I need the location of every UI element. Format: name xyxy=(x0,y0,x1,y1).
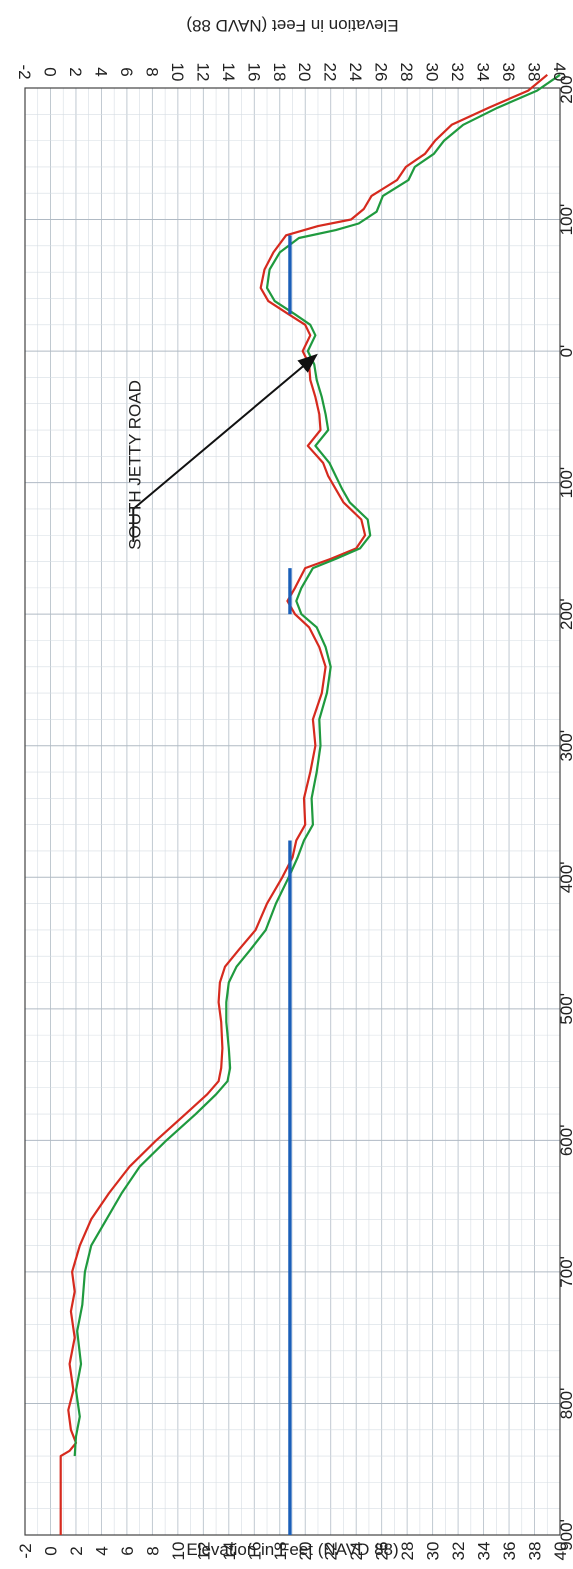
y-tick-label-right: 4 xyxy=(91,67,110,76)
y-tick-labels-left: -2 0 2 4 6 8 10 12 14 16 18 20 22 24 26 28 30 32 34 36 38 40 xyxy=(16,1542,570,1561)
y-tick-label-left: 0 xyxy=(41,1546,60,1555)
profile-line-1 xyxy=(59,73,549,1535)
y-tick-label-left: 38 xyxy=(526,1542,545,1561)
y-tick-label-left: 16 xyxy=(245,1542,264,1561)
y-tick-label-left: 4 xyxy=(92,1546,111,1555)
x-tick-label: 400' xyxy=(557,861,573,893)
annotation-arrow xyxy=(132,353,318,542)
y-tick-label-left: 22 xyxy=(322,1542,341,1561)
y-tick-label-left: 10 xyxy=(169,1542,188,1561)
annotation-layer: SOUTH JETTY ROAD xyxy=(125,353,318,550)
grid xyxy=(24,87,561,1536)
y-tick-label-right: 30 xyxy=(423,63,442,82)
y-tick-label-left: 20 xyxy=(296,1542,315,1561)
y-tick-label-right: 28 xyxy=(397,63,416,82)
x-tick-label: 600' xyxy=(557,1125,573,1157)
y-tick-label-right: 40 xyxy=(550,63,569,82)
y-tick-label-right: 2 xyxy=(66,67,85,76)
x-tick-label: 200' xyxy=(557,72,573,104)
x-tick-label: 500' xyxy=(557,993,573,1025)
x-tick-label: 700' xyxy=(557,1256,573,1288)
y-tick-label-left: 32 xyxy=(449,1542,468,1561)
y-tick-labels-right: -2 0 2 4 6 8 10 12 14 16 18 20 22 24 26 28 30 32 34 36 38 40 xyxy=(15,63,569,82)
x-tick-label: 300' xyxy=(557,730,573,762)
y-tick-label-left: 30 xyxy=(424,1542,443,1561)
y-tick-label-right: 32 xyxy=(448,63,467,82)
y-tick-label-right: 0 xyxy=(40,67,59,76)
y-tick-label-right: 12 xyxy=(193,63,212,82)
y-tick-label-left: 6 xyxy=(118,1546,137,1555)
y-tick-label-right: 38 xyxy=(525,63,544,82)
y-tick-label-right: 14 xyxy=(219,63,238,82)
y-tick-label-left: 40 xyxy=(551,1542,570,1561)
y-tick-label-right: 20 xyxy=(295,63,314,82)
series-layer xyxy=(59,73,561,1535)
x-tick-labels: 900' 800' 700' 600' 500' 400' 300' 200' 100' 0' 10… xyxy=(557,72,573,1551)
x-tick-label: 100' xyxy=(557,467,573,499)
y-tick-label-right: -2 xyxy=(15,64,34,79)
y-tick-label-right: 16 xyxy=(244,63,263,82)
y-tick-label-right: 10 xyxy=(168,63,187,82)
y-axis-label-left: Elevation in Feet (NAVD 88) xyxy=(186,1540,398,1559)
y-tick-label-right: 6 xyxy=(117,67,136,76)
y-tick-label-right: 34 xyxy=(474,63,493,82)
x-tick-label: 0' xyxy=(557,345,573,358)
y-tick-label-left: -2 xyxy=(16,1543,35,1558)
y-tick-label-right: 22 xyxy=(321,63,340,82)
y-tick-label-left: 2 xyxy=(67,1546,86,1555)
y-tick-label-left: 12 xyxy=(194,1542,213,1561)
y-tick-label-left: 26 xyxy=(373,1542,392,1561)
y-tick-label-right: 8 xyxy=(142,67,161,76)
y-tick-label-left: 34 xyxy=(475,1542,494,1561)
annotation-label: SOUTH JETTY ROAD xyxy=(125,380,144,550)
y-tick-label-right: 36 xyxy=(499,63,518,82)
x-tick-label: 200' xyxy=(557,598,573,630)
y-tick-label-left: 14 xyxy=(220,1542,239,1561)
y-tick-label-right: 24 xyxy=(346,63,365,82)
x-tick-label: 100' xyxy=(557,204,573,236)
y-tick-label-left: 18 xyxy=(271,1542,290,1561)
profile-line-2 xyxy=(73,73,561,1457)
x-tick-label: 800' xyxy=(557,1388,573,1420)
y-tick-label-left: 28 xyxy=(398,1542,417,1561)
x-tick-label: 900' xyxy=(557,1519,573,1551)
y-axis-label-right: Elevation in Feet (NAVD 88) xyxy=(186,16,398,35)
y-tick-label-left: 36 xyxy=(500,1542,519,1561)
plot-frame xyxy=(24,87,561,1536)
y-tick-label-right: 18 xyxy=(270,63,289,82)
y-tick-label-left: 24 xyxy=(347,1542,366,1561)
y-tick-label-right: 26 xyxy=(372,63,391,82)
y-tick-label-left: 8 xyxy=(143,1546,162,1555)
